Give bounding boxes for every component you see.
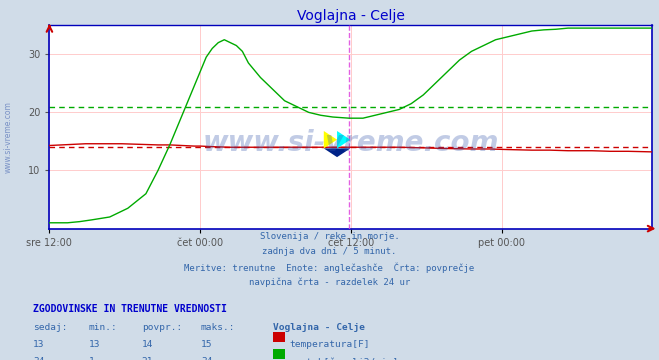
- Polygon shape: [324, 131, 337, 148]
- Text: 1: 1: [89, 357, 95, 360]
- Text: zadnja dva dni / 5 minut.: zadnja dva dni / 5 minut.: [262, 247, 397, 256]
- Text: Voglajna - Celje: Voglajna - Celje: [273, 323, 366, 332]
- Title: Voglajna - Celje: Voglajna - Celje: [297, 9, 405, 23]
- Text: min.:: min.:: [89, 323, 118, 332]
- Text: sedaj:: sedaj:: [33, 323, 67, 332]
- Text: www.si-vreme.com: www.si-vreme.com: [4, 101, 13, 173]
- Text: maks.:: maks.:: [201, 323, 235, 332]
- Text: 21: 21: [142, 357, 153, 360]
- Text: 13: 13: [33, 340, 44, 349]
- Polygon shape: [337, 131, 351, 148]
- Polygon shape: [324, 148, 351, 157]
- Text: 15: 15: [201, 340, 212, 349]
- Text: navpična črta - razdelek 24 ur: navpična črta - razdelek 24 ur: [249, 278, 410, 287]
- Text: povpr.:: povpr.:: [142, 323, 182, 332]
- Text: temperatura[F]: temperatura[F]: [289, 340, 370, 349]
- Text: 14: 14: [142, 340, 153, 349]
- Text: 13: 13: [89, 340, 100, 349]
- Text: ZGODOVINSKE IN TRENUTNE VREDNOSTI: ZGODOVINSKE IN TRENUTNE VREDNOSTI: [33, 304, 227, 314]
- Text: www.si-vreme.com: www.si-vreme.com: [203, 129, 499, 157]
- Text: Slovenija / reke in morje.: Slovenija / reke in morje.: [260, 232, 399, 241]
- Text: pretok[čevelj3/min]: pretok[čevelj3/min]: [289, 357, 399, 360]
- Text: Meritve: trenutne  Enote: anglečashče  Črta: povprečje: Meritve: trenutne Enote: anglečashče Črt…: [185, 262, 474, 273]
- Text: 34: 34: [33, 357, 44, 360]
- Text: 34: 34: [201, 357, 212, 360]
